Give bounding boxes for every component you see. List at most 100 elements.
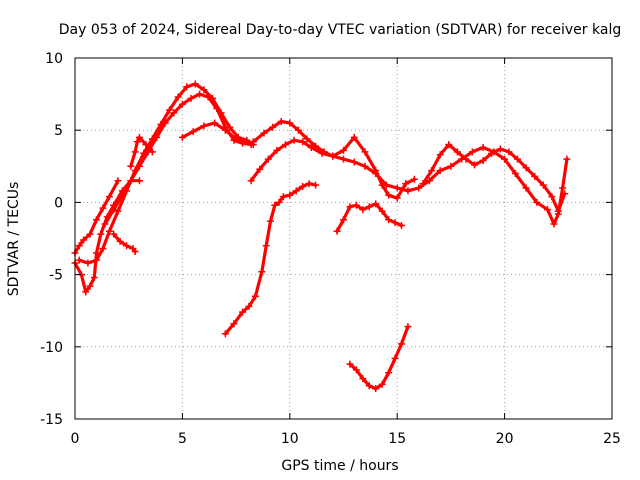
series-arc-f xyxy=(127,133,156,170)
data-point xyxy=(286,191,294,199)
data-point xyxy=(505,148,513,156)
data-point xyxy=(166,106,174,114)
data-point xyxy=(230,320,238,328)
data-point xyxy=(385,191,393,199)
data-point xyxy=(391,219,399,227)
series-arc-c xyxy=(75,80,251,267)
data-point xyxy=(256,165,264,173)
y-tick-label: 5 xyxy=(54,123,63,139)
data-point xyxy=(419,180,427,188)
data-point xyxy=(114,177,122,185)
data-point xyxy=(462,155,470,163)
data-point xyxy=(116,237,124,245)
x-tick-label: 5 xyxy=(178,431,187,447)
data-point xyxy=(522,184,530,192)
data-point xyxy=(436,151,444,159)
data-point xyxy=(352,201,360,209)
data-point xyxy=(221,126,229,134)
data-point xyxy=(290,136,298,144)
data-point xyxy=(372,167,380,175)
data-point xyxy=(294,126,302,134)
data-point xyxy=(135,177,143,185)
data-point xyxy=(468,148,476,156)
series-line xyxy=(103,92,253,226)
data-point xyxy=(245,302,253,310)
data-point xyxy=(428,167,436,175)
data-point xyxy=(447,162,455,170)
data-point xyxy=(522,164,530,172)
data-point xyxy=(135,133,143,141)
data-point xyxy=(211,119,219,127)
data-point xyxy=(329,152,337,160)
data-point xyxy=(286,119,294,127)
data-point xyxy=(361,148,369,156)
data-point xyxy=(135,162,143,170)
data-point xyxy=(378,207,386,215)
data-point xyxy=(82,288,90,296)
data-point xyxy=(359,206,367,214)
data-point xyxy=(110,206,118,214)
data-point xyxy=(260,129,268,137)
data-point xyxy=(200,86,208,94)
data-point xyxy=(539,181,547,189)
series-line xyxy=(129,135,154,168)
data-point xyxy=(544,206,552,214)
data-point xyxy=(425,177,433,185)
data-point xyxy=(92,216,100,224)
data-point xyxy=(277,118,285,126)
data-point xyxy=(183,83,191,91)
data-point xyxy=(359,375,367,383)
data-point xyxy=(378,380,386,388)
data-point xyxy=(563,155,571,163)
data-point xyxy=(127,162,135,170)
data-point xyxy=(479,144,487,152)
data-point xyxy=(90,273,98,281)
data-point xyxy=(118,191,126,199)
data-point xyxy=(84,259,92,267)
data-point xyxy=(312,181,320,189)
data-point xyxy=(307,144,315,152)
data-point xyxy=(397,340,405,348)
data-point xyxy=(385,369,393,377)
y-tick-label: -10 xyxy=(40,340,63,356)
plot-frame xyxy=(74,57,613,420)
data-point xyxy=(75,242,83,250)
series-line xyxy=(223,182,318,336)
data-point xyxy=(391,354,399,362)
data-point xyxy=(397,222,405,230)
data-point xyxy=(262,242,270,250)
data-point xyxy=(404,187,412,195)
data-point xyxy=(161,119,169,127)
data-point xyxy=(200,122,208,130)
data-point xyxy=(340,216,347,224)
data-point xyxy=(123,242,131,250)
data-point xyxy=(303,135,311,143)
data-point xyxy=(372,200,380,208)
data-point xyxy=(101,220,109,228)
data-point xyxy=(251,292,259,300)
data-point xyxy=(402,180,410,188)
chart-title: Day 053 of 2024, Sidereal Day-to-day VTE… xyxy=(59,22,621,38)
y-tick-label: -15 xyxy=(40,412,63,428)
y-tick-label: -5 xyxy=(49,268,63,284)
series-arc-h xyxy=(249,118,571,228)
data-point xyxy=(80,236,88,244)
data-point xyxy=(133,138,141,146)
series-line xyxy=(421,143,567,213)
data-point xyxy=(436,167,444,175)
data-point xyxy=(174,93,182,101)
data-point xyxy=(105,193,113,201)
data-point xyxy=(340,146,347,154)
data-point xyxy=(170,109,178,117)
series-arc-j xyxy=(221,180,320,338)
data-point xyxy=(243,138,251,146)
data-point xyxy=(187,94,195,102)
tick-layer: 0 5 10 15 20 25 -15 -10 -5 0 5 10 xyxy=(40,51,621,447)
data-point xyxy=(266,217,274,225)
data-point xyxy=(365,203,373,211)
data-point xyxy=(561,190,569,198)
data-point xyxy=(305,180,313,188)
data-point xyxy=(189,128,197,136)
data-point xyxy=(404,323,412,331)
data-point xyxy=(292,187,300,195)
